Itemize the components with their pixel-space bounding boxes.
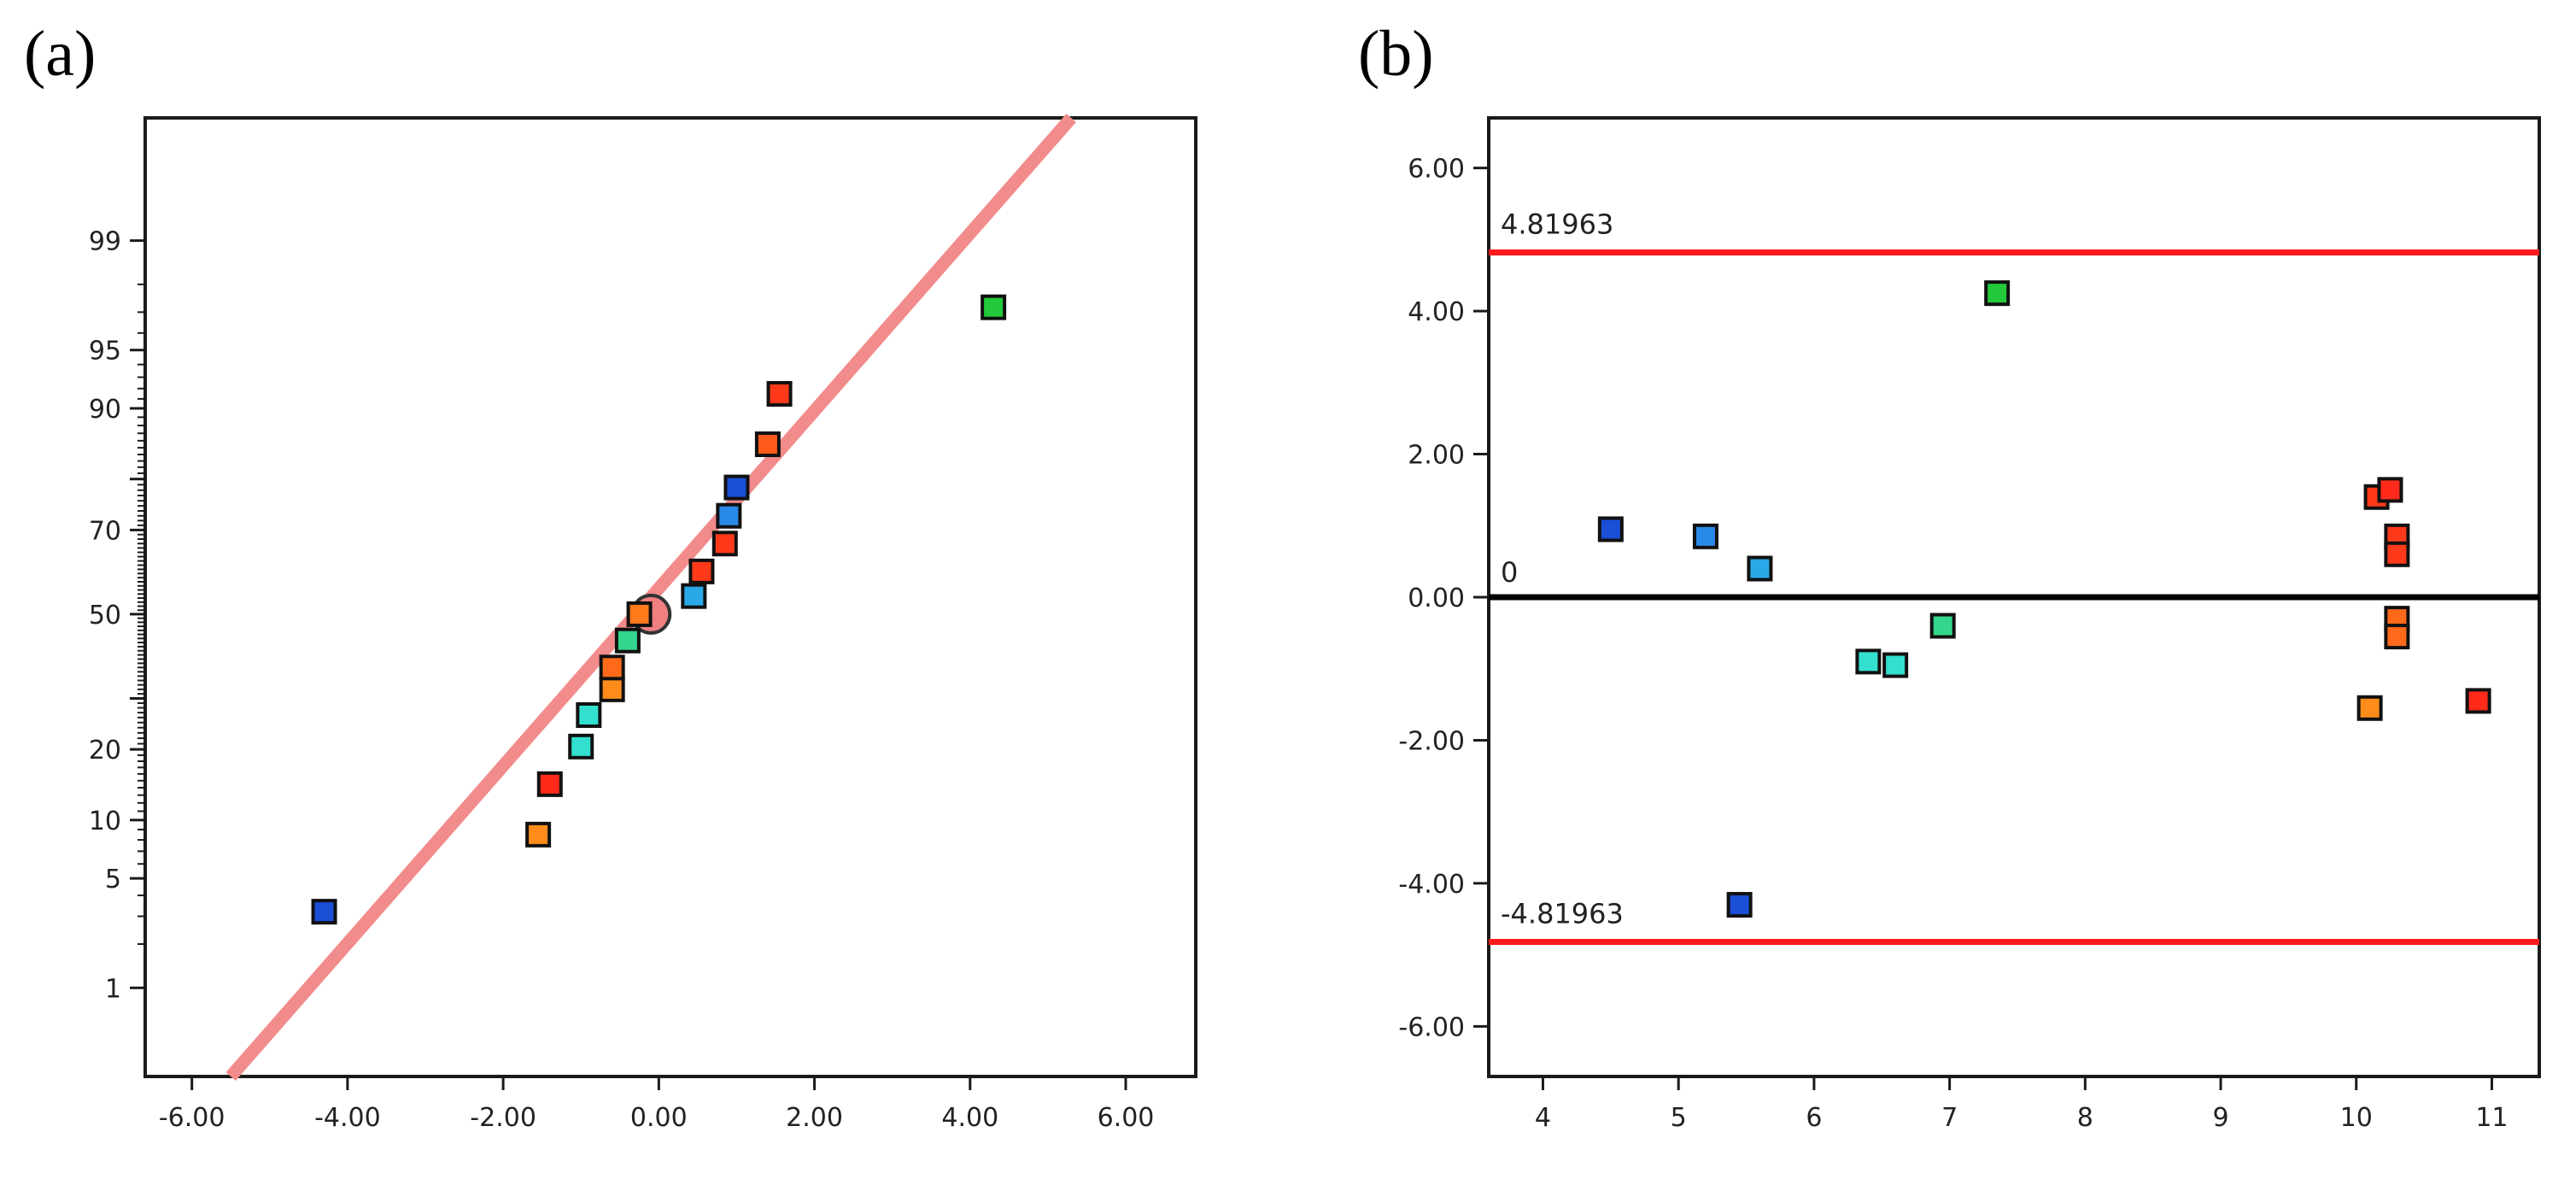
data-point — [716, 502, 742, 529]
y-tick-label: 1 — [105, 974, 121, 1004]
x-tick-label: -6.00 — [159, 1103, 225, 1133]
y-tick-label: -4.00 — [1398, 870, 1465, 900]
x-tick-label: -4.00 — [314, 1103, 381, 1133]
data-point — [1929, 613, 1956, 639]
panel-a-label: (a) — [24, 18, 96, 90]
data-point — [525, 821, 552, 848]
data-point — [1597, 516, 1624, 543]
y-tick-label: 2.00 — [1408, 441, 1465, 471]
x-tick-label: 4.00 — [941, 1103, 998, 1133]
y-tick-label: 0.00 — [1408, 584, 1465, 613]
y-tick-label: 10 — [89, 807, 121, 836]
y-tick-label: 20 — [89, 736, 121, 765]
zero-line-label: 0 — [1501, 556, 1518, 589]
data-point — [723, 474, 750, 501]
data-point — [568, 733, 594, 760]
x-tick-label: 8 — [2077, 1103, 2093, 1133]
data-point — [1747, 555, 1773, 582]
panel-a-plot-frame — [143, 116, 1197, 1078]
data-point — [2377, 477, 2403, 503]
data-point — [711, 531, 738, 557]
y-tick-label: 6.00 — [1408, 155, 1465, 185]
data-point — [688, 558, 715, 584]
y-tick-label: 50 — [89, 601, 121, 631]
data-point — [2384, 541, 2410, 567]
y-tick-label: 70 — [89, 516, 121, 546]
x-tick-label: 9 — [2212, 1103, 2228, 1133]
upper-limit-label: 4.81963 — [1501, 208, 1613, 240]
data-point — [1692, 523, 1718, 549]
data-point — [1984, 280, 2011, 307]
y-tick-label: 5 — [105, 865, 121, 895]
data-point — [2356, 695, 2383, 721]
x-tick-label: 5 — [1671, 1103, 1687, 1133]
data-point — [2465, 688, 2491, 714]
x-tick-label: 11 — [2475, 1103, 2508, 1133]
data-point — [536, 771, 563, 797]
x-tick-label: 2.00 — [786, 1103, 843, 1133]
data-point — [754, 431, 781, 458]
y-tick-label: 99 — [89, 227, 121, 257]
data-point — [576, 701, 602, 728]
data-point — [681, 583, 707, 609]
data-point — [981, 294, 1007, 320]
data-point — [311, 899, 337, 925]
x-tick-label: 0.00 — [630, 1103, 688, 1133]
x-tick-label: 6 — [1806, 1103, 1822, 1133]
x-tick-label: -2.00 — [470, 1103, 536, 1133]
lower-limit-label: -4.81963 — [1501, 898, 1624, 930]
y-tick-label: 4.00 — [1408, 297, 1465, 327]
data-point — [614, 627, 641, 654]
x-tick-label: 4 — [1535, 1103, 1551, 1133]
x-tick-label: 10 — [2340, 1103, 2373, 1133]
data-point — [2384, 624, 2410, 650]
data-point — [626, 601, 653, 627]
panel-b-residuals-plot: (b) 4.81963 -4.81963 0 4 5 6 7 8 9 10 11 -6.00 -4.… — [1358, 18, 2541, 1133]
y-tick-label: 95 — [89, 337, 121, 367]
data-point — [1726, 892, 1753, 918]
y-tick-label: 90 — [89, 395, 121, 425]
data-point — [1882, 652, 1909, 678]
x-tick-label: 7 — [1941, 1103, 1958, 1133]
data-point — [599, 676, 625, 702]
x-tick-label: 6.00 — [1098, 1103, 1155, 1133]
y-tick-label: -2.00 — [1398, 726, 1465, 756]
panel-a-normal-probability-plot: (a) -6.00 -4.00 -2.00 0.00 2.00 4.00 6.00 1 5 10… — [24, 18, 1197, 1133]
panel-b-label: (b) — [1358, 18, 1434, 90]
data-point — [599, 654, 625, 681]
data-point — [766, 380, 793, 407]
y-tick-label: -6.00 — [1398, 1012, 1465, 1042]
data-point — [1855, 648, 1882, 675]
